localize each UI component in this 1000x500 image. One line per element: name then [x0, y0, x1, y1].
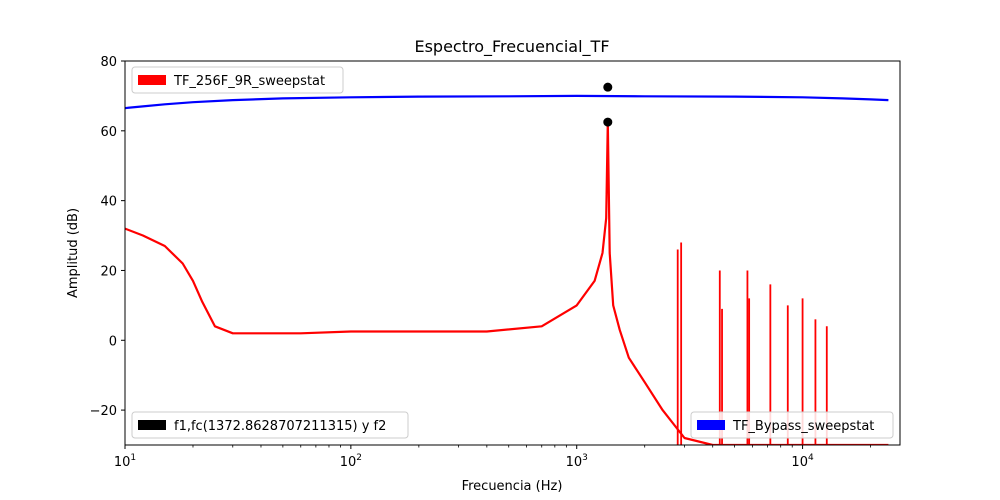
- x-tick-label: 103: [566, 453, 588, 470]
- series-line-1: [125, 121, 889, 445]
- y-tick-label: 0: [109, 334, 117, 349]
- legend-markers-box: [131, 411, 409, 439]
- legend-blue-box: [690, 411, 894, 439]
- marker-point: [603, 117, 613, 127]
- plot-frame: [124, 60, 901, 446]
- y-axis-label: Amplitud (dB): [66, 208, 81, 298]
- legend-red-swatch: [138, 75, 166, 85]
- legend-blue-label: TF_Bypass_sweepstat: [732, 419, 874, 434]
- y-tick-label: 80: [100, 55, 117, 70]
- y-tick-label: 40: [100, 195, 117, 210]
- legend-blue-swatch: [697, 420, 725, 430]
- y-axis-ticks: −20 0 20 40 60 80: [90, 55, 125, 419]
- y-tick-label: −20: [90, 404, 117, 419]
- x-axis-label: Frecuencia (Hz): [462, 479, 563, 494]
- legend-markers-label: f1,fc(1372.8628707211315) y f2: [174, 419, 386, 434]
- y-tick-label: 20: [100, 264, 117, 279]
- x-axis-ticks: 101 102 103 104: [114, 445, 871, 470]
- legend-red-label: TF_256F_9R_sweepstat: [173, 74, 325, 89]
- legend-markers-swatch: [138, 420, 166, 430]
- legends-layer: TF_256F_9R_sweepstat f1,fc(1372.862870721…: [131, 66, 894, 439]
- x-tick-label: 101: [114, 453, 136, 470]
- markers-layer: [603, 82, 613, 127]
- series-line-0: [125, 94, 889, 110]
- legend-red-box: [131, 66, 344, 94]
- y-tick-label: 60: [100, 125, 117, 140]
- x-tick-label: 104: [791, 453, 814, 470]
- marker-point: [603, 82, 613, 92]
- chart-title: Espectro_Frecuencial_TF: [414, 37, 609, 57]
- x-tick-label: 102: [340, 453, 362, 470]
